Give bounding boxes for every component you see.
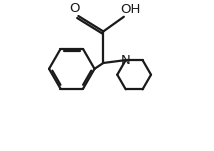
Text: N: N xyxy=(121,54,131,67)
Text: OH: OH xyxy=(120,3,141,16)
Text: O: O xyxy=(70,2,80,15)
